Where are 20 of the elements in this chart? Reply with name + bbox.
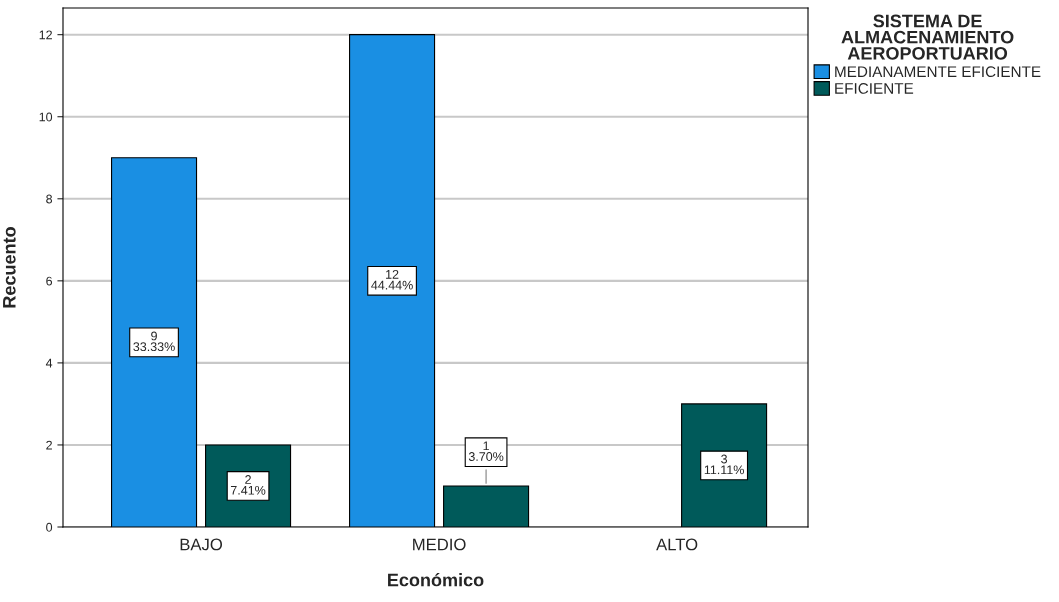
y-tick-label: 2	[46, 440, 52, 450]
data-label: 3 11.11%	[704, 454, 744, 475]
x-tick-label: ALTO	[656, 538, 698, 551]
data-label: 9 33.33%	[133, 331, 175, 352]
x-axis-title: Económico	[388, 572, 484, 587]
data-label: 12 44.44%	[371, 269, 413, 290]
legend-label: MEDIANAMENTE EFICIENTE	[835, 66, 1041, 78]
legend-title: SISTEMA DE ALMACENAMIENTO AEROPORTUARIO	[841, 14, 1014, 60]
legend-label: EFICIENTE	[835, 82, 914, 94]
data-label: 2 7.41%	[230, 475, 266, 495]
y-tick-label: 6	[46, 276, 53, 286]
y-tick-label: 4	[45, 358, 53, 368]
y-tick-label: 10	[39, 112, 53, 122]
y-tick-label: 12	[39, 30, 52, 40]
x-tick-label: MEDIO	[413, 538, 466, 551]
x-tick-label: BAJO	[180, 538, 223, 551]
data-label: 1 3.70%	[468, 441, 504, 461]
y-tick-label: 0	[46, 522, 53, 532]
y-axis-title: Recuento	[3, 227, 16, 308]
y-tick-label: 8	[46, 194, 53, 204]
